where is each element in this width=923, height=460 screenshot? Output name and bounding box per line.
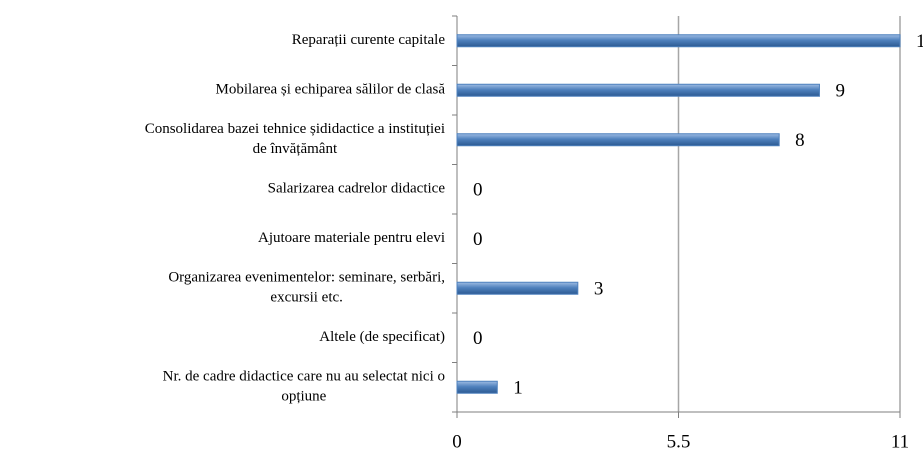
data-label: 1: [513, 378, 523, 399]
category-label: Nr. de cadre didactice care nu au select…: [163, 369, 445, 405]
bar: [456, 133, 780, 147]
data-label: 8: [795, 130, 805, 151]
bar: [456, 83, 820, 97]
x-tick-label: 11: [891, 431, 909, 452]
data-label: 11: [916, 31, 923, 52]
bar: [456, 281, 579, 295]
data-label: 0: [473, 229, 483, 250]
category-label: Ajutoare materiale pentru elevi: [258, 230, 445, 246]
x-tick-label: 5.5: [667, 431, 691, 452]
data-label: 9: [835, 81, 845, 102]
category-label: Organizarea evenimentelor: seminare, ser…: [168, 270, 445, 306]
category-label: Salarizarea cadrelor didactice: [268, 181, 446, 197]
category-label: Altele (de specificat): [319, 329, 445, 345]
category-label: Consolidarea bazei tehnice șididactice a…: [145, 121, 445, 157]
data-label: 0: [473, 328, 483, 349]
category-label: Reparații curente capitale: [292, 32, 446, 48]
x-tick-label: 0: [452, 431, 462, 452]
data-label: 0: [473, 180, 483, 201]
data-label: 3: [594, 279, 604, 300]
bar: [456, 34, 901, 48]
bar: [456, 380, 498, 394]
category-label: Mobilarea și echiparea sălilor de clasă: [216, 82, 446, 98]
